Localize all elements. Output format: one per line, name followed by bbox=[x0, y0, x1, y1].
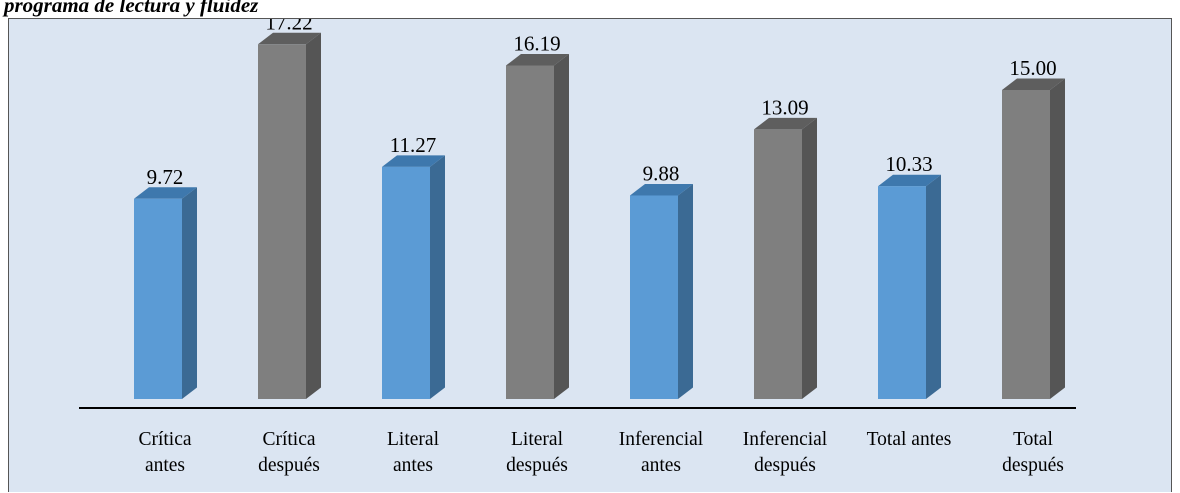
data-label: 16.19 bbox=[513, 31, 560, 55]
category-label: antes bbox=[641, 455, 681, 476]
category-label: Inferencial bbox=[743, 429, 828, 450]
category-label: después bbox=[506, 455, 568, 476]
bar-top bbox=[878, 174, 941, 187]
bar-side bbox=[554, 53, 569, 400]
data-label: 13.09 bbox=[761, 95, 808, 119]
bar-3 bbox=[506, 53, 569, 400]
bar-front bbox=[258, 44, 306, 399]
category-label: Crítica bbox=[138, 429, 191, 450]
data-label: 10.33 bbox=[885, 152, 932, 176]
category-label: Crítica bbox=[262, 429, 315, 450]
bar-side bbox=[430, 155, 445, 399]
data-label: 17.22 bbox=[265, 19, 312, 34]
bar-side bbox=[306, 32, 321, 399]
data-label: 11.27 bbox=[390, 133, 436, 157]
bar-side bbox=[182, 187, 197, 399]
bar-front bbox=[630, 195, 678, 399]
category-label: Total antes bbox=[867, 429, 952, 450]
bar-top bbox=[1002, 78, 1065, 90]
bar-top bbox=[258, 32, 321, 45]
data-label: 9.72 bbox=[147, 165, 184, 189]
bar-top bbox=[382, 155, 445, 167]
bar-front bbox=[506, 65, 554, 400]
data-label: 15.00 bbox=[1009, 56, 1056, 80]
bar-side bbox=[678, 183, 693, 399]
bar-4 bbox=[630, 183, 693, 399]
category-label: Inferencial bbox=[619, 429, 704, 450]
bar-2 bbox=[382, 155, 445, 399]
bar-top bbox=[134, 187, 197, 199]
bar-6 bbox=[878, 174, 941, 399]
category-label: después bbox=[754, 455, 816, 476]
category-label: antes bbox=[393, 455, 433, 476]
bar-7 bbox=[1002, 78, 1065, 399]
bar-top bbox=[754, 117, 817, 130]
category-label: después bbox=[258, 455, 320, 476]
bar-front bbox=[134, 198, 182, 399]
category-label: Literal bbox=[511, 429, 564, 450]
bar-top bbox=[506, 53, 569, 66]
bar-0 bbox=[134, 187, 197, 399]
category-label: Total bbox=[1013, 429, 1053, 450]
chart-area: 9.72 Crítica antes 17.22 Crítica después 11.27… bbox=[8, 18, 1172, 492]
bar-chart: 9.72 Crítica antes 17.22 Crítica después 11.27… bbox=[79, 19, 1076, 476]
figure-caption: programa de lectura y fluidez bbox=[4, 0, 259, 17]
bar-front bbox=[1002, 90, 1050, 399]
bar-front bbox=[878, 186, 926, 399]
bar-side bbox=[926, 174, 941, 399]
bar-front bbox=[754, 129, 802, 399]
category-label: Literal bbox=[387, 429, 440, 450]
data-label: 9.88 bbox=[643, 161, 680, 185]
bar-1 bbox=[258, 32, 321, 399]
bar-5 bbox=[754, 117, 817, 399]
bar-side bbox=[802, 117, 817, 399]
bar-front bbox=[382, 166, 430, 399]
category-label: después bbox=[1002, 455, 1064, 476]
category-label: antes bbox=[145, 455, 185, 476]
bar-top bbox=[630, 183, 693, 196]
bar-side bbox=[1050, 78, 1065, 399]
